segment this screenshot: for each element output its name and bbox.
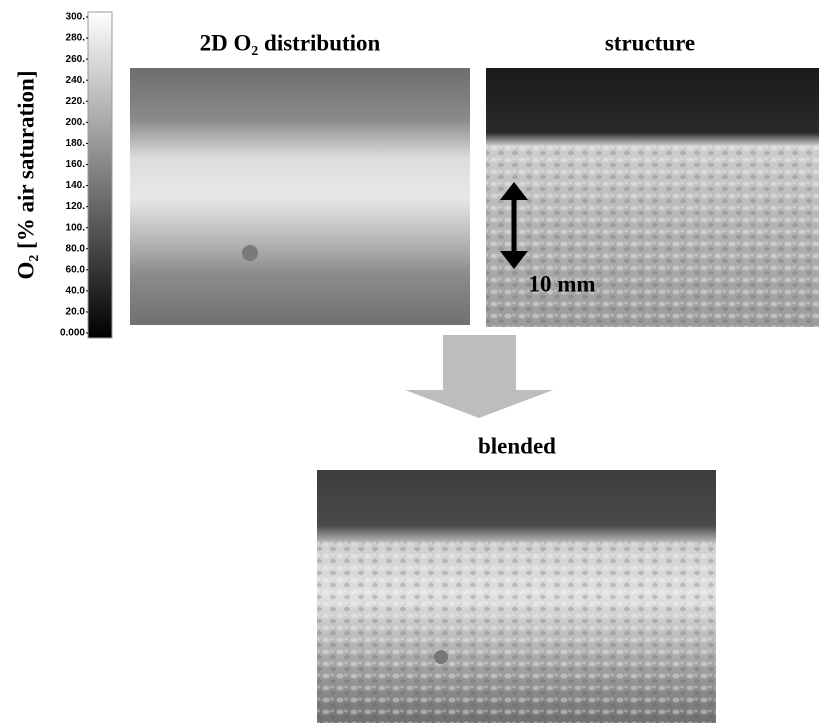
- colorbar-tick-label: 160.: [66, 159, 86, 170]
- colorbar-tick-label: 260.: [66, 54, 86, 65]
- down-arrow: [405, 335, 553, 418]
- image-feature: [434, 650, 448, 664]
- image-feature: [242, 245, 258, 261]
- colorbar-tick-label: 0.000: [60, 328, 85, 339]
- colorbar-tick-label: 140.: [66, 180, 86, 191]
- panel-title: 2D O₂ distribution: [200, 30, 381, 55]
- colorbar-tick-label: 180.: [66, 138, 86, 149]
- colorbar-tick-label: 100.: [66, 222, 86, 233]
- structure-panel: structure 10 mm: [486, 30, 819, 327]
- colorbar: O₂ [% air saturation]: [13, 12, 112, 338]
- colorbar-label: O₂ [% air saturation]: [13, 71, 38, 280]
- colorbar-tick-label: 40.0: [66, 286, 86, 297]
- o2-image: [130, 68, 470, 325]
- panel-title: structure: [605, 30, 695, 55]
- colorbar-tick-label: 280.: [66, 33, 86, 44]
- colorbar-tick-label: 220.: [66, 96, 86, 107]
- colorbar-tick-label: 80.0: [66, 243, 86, 254]
- scale-label: 10 mm: [528, 271, 595, 296]
- gravel-texture: [486, 145, 819, 327]
- colorbar-tick-label: 300.: [66, 12, 86, 23]
- panel-title: blended: [478, 433, 556, 458]
- colorbar-tick-label: 120.: [66, 201, 86, 212]
- gravel-texture: [317, 540, 716, 723]
- blended-panel: blended: [317, 433, 716, 723]
- figure: O₂ [% air saturation] 2D O₂ distribution…: [0, 0, 819, 723]
- colorbar-tick-label: 20.0: [66, 307, 86, 318]
- colorbar-tick-label: 60.0: [66, 264, 86, 275]
- colorbar-tick-label: 200.: [66, 117, 86, 128]
- colorbar-scale: [88, 12, 112, 338]
- colorbar-tick-label: 240.: [66, 75, 86, 86]
- distribution-panel: 2D O₂ distribution: [130, 30, 470, 325]
